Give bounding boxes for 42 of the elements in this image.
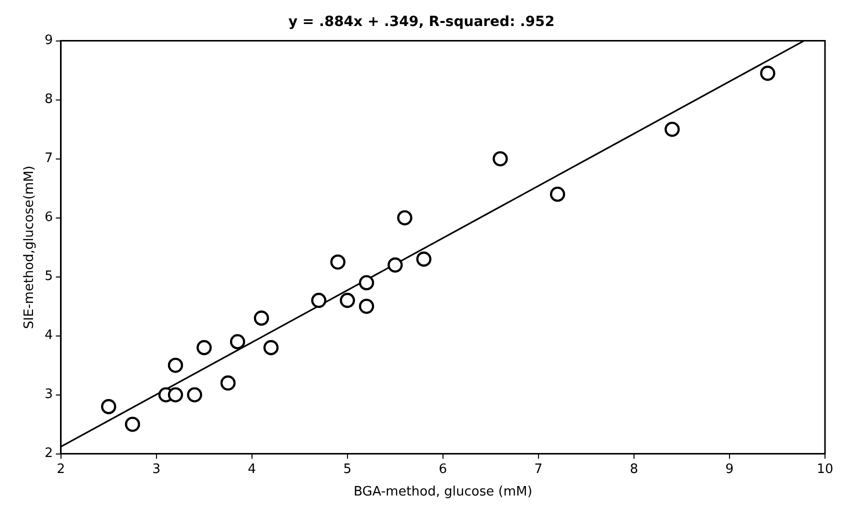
point: [358, 275, 374, 290]
point: [196, 340, 212, 356]
point: [760, 66, 776, 81]
point: [340, 292, 356, 308]
point: [168, 358, 184, 373]
y-tick-label: 9: [44, 33, 53, 48]
y-tick-label: 4: [44, 328, 53, 344]
point: [311, 292, 326, 308]
point: [664, 122, 680, 137]
x-tick-label: 3: [152, 462, 161, 477]
y-tick-label: 8: [44, 92, 53, 108]
point: [263, 340, 279, 356]
x-axis-title: BGA-method, glucose (mM): [354, 484, 532, 500]
y-tick-label: 6: [44, 210, 53, 226]
x-tick-label: 6: [438, 462, 448, 477]
point: [388, 257, 403, 273]
chart-title: y = .884x + .349, R-squared: .952: [288, 14, 555, 30]
x-tick-label: 2: [56, 462, 66, 477]
x-tick-label: 9: [725, 462, 734, 477]
point: [358, 298, 374, 314]
point: [330, 254, 346, 270]
point: [220, 375, 236, 391]
point: [397, 210, 412, 226]
point: [101, 399, 116, 414]
point: [254, 310, 270, 326]
point: [124, 416, 140, 432]
point: [550, 186, 566, 202]
y-tick-label: 3: [44, 387, 53, 402]
point: [168, 387, 184, 402]
y-tick-label: 5: [44, 269, 53, 284]
y-tick-label: 2: [44, 446, 53, 462]
x-tick-label: 5: [343, 462, 352, 477]
x-tick-label: 7: [534, 462, 543, 477]
x-tick-label: 8: [630, 462, 638, 477]
point: [186, 387, 202, 402]
point: [230, 334, 246, 350]
point: [492, 151, 508, 166]
point: [416, 252, 432, 267]
x-tick-label: 4: [248, 462, 256, 477]
x-tick-label: 10: [816, 462, 834, 477]
y-tick-label: 7: [44, 151, 53, 166]
y-axis-title: SIE-method,glucose(mM): [22, 166, 38, 329]
